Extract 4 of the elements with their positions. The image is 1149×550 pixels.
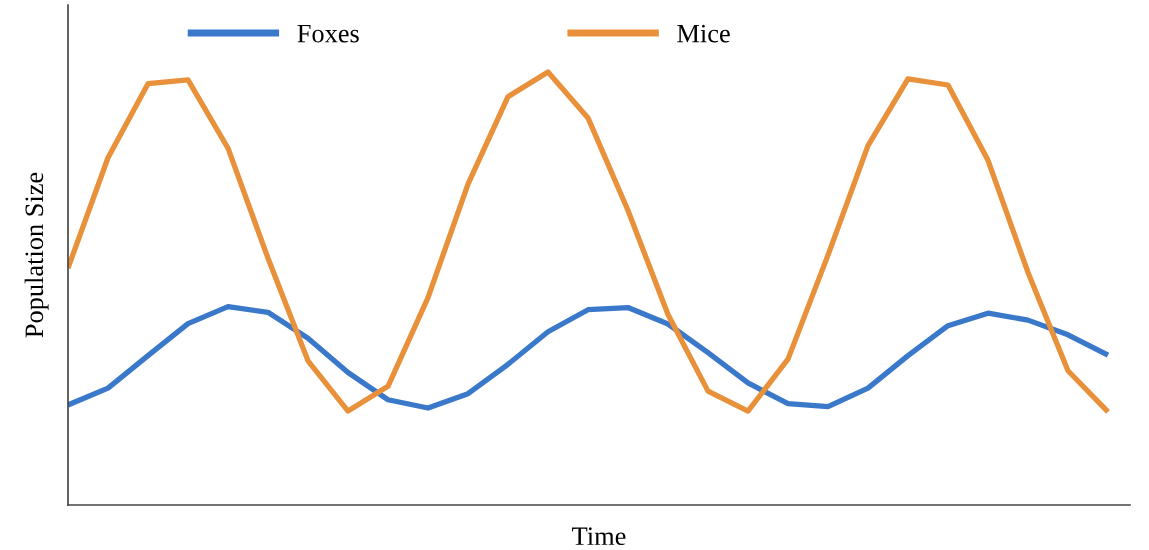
legend-label: Mice (677, 24, 730, 43)
legend-label: Foxes (297, 24, 359, 43)
x-axis-title: Time (572, 527, 626, 546)
y-axis-title: Population Size (24, 172, 49, 338)
